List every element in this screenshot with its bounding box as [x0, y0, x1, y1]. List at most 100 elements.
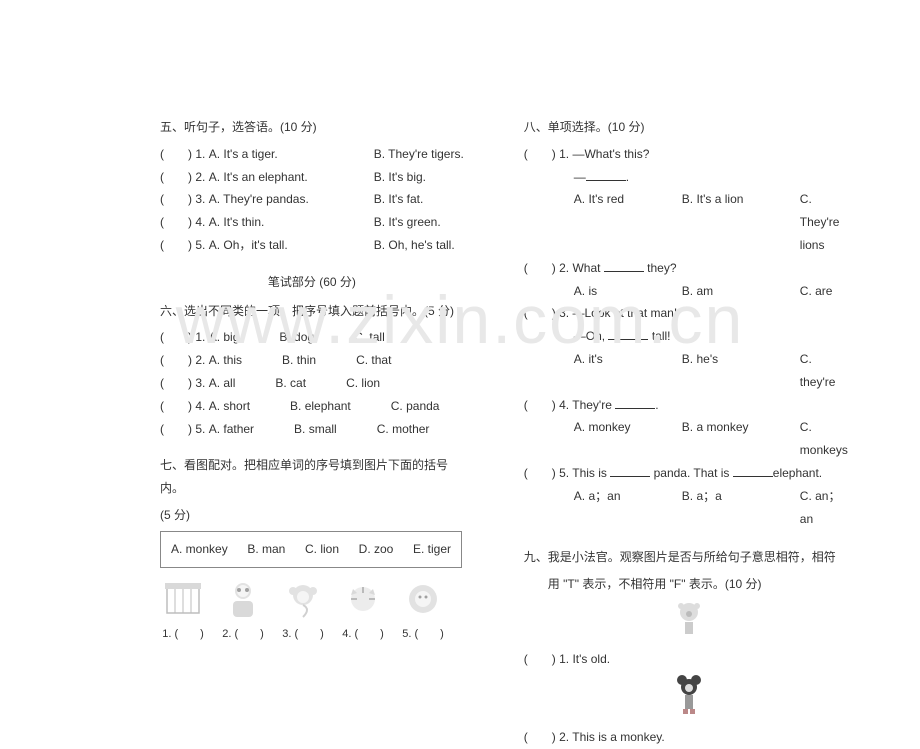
word: B. man	[247, 538, 285, 561]
pic-num: 4. ( )	[340, 624, 386, 645]
pic-num: 2. ( )	[220, 624, 266, 645]
zoo-icon	[160, 576, 206, 622]
word: E. tiger	[413, 538, 451, 561]
sec9-q2: ( ) 2. This is a monkey.	[524, 726, 848, 749]
line: —Oh,	[574, 329, 609, 343]
q-opt-b: B. Oh, he's tall.	[374, 234, 455, 257]
ans: B. It's a lion	[682, 188, 772, 256]
opt: B. small	[294, 418, 337, 441]
sec9-sub: 用 "T" 表示，不相符用 "F" 表示。(10 分)	[524, 573, 848, 596]
ans: B. a monkey	[682, 416, 772, 462]
tiger-icon	[340, 576, 386, 622]
sec9-q1: ( ) 1. It's old.	[524, 648, 848, 671]
q-opt-a: A. Oh，it's tall.	[209, 234, 374, 257]
ans: B. he's	[682, 348, 772, 394]
q-tail: they?	[644, 261, 677, 275]
right-column: 八、单项选择。(10 分) ( ) 1. —What's this? —. A.…	[524, 110, 848, 749]
sec7-sub: (5 分)	[160, 504, 464, 527]
word: A. monkey	[171, 538, 228, 561]
blank	[586, 168, 626, 181]
q-head: ( ) 2. What	[524, 261, 604, 275]
q-opt-a: A. It's thin.	[209, 211, 374, 234]
q-head: ( ) 4. They're	[524, 398, 615, 412]
opt: C. panda	[391, 395, 440, 418]
opt: B. dog	[279, 326, 314, 349]
q-opt-b: B. It's green.	[374, 211, 441, 234]
q-opt-a: A. They're pandas.	[209, 188, 374, 211]
q8-1: ( ) 1. —What's this?	[524, 143, 848, 166]
opt: C. that	[356, 349, 391, 372]
opt: B. cat	[275, 372, 306, 395]
blank	[610, 464, 650, 477]
man-icon	[220, 576, 266, 622]
sec5-title: 五、听句子，选答语。(10 分)	[160, 116, 464, 139]
tail: tall!	[648, 329, 670, 343]
ans: A. is	[574, 280, 654, 303]
page: 五、听句子，选答语。(10 分) ( ) 1. A. It's a tiger.…	[0, 0, 920, 749]
q-num: ( ) 5.	[160, 238, 205, 252]
q-opt-a: A. It's a tiger.	[209, 143, 374, 166]
pics-row	[160, 576, 464, 622]
pic-num: 5. ( )	[400, 624, 446, 645]
q-num: ( ) 3.	[160, 192, 205, 206]
q-tail: .	[655, 398, 658, 412]
q-opt-b: B. It's big.	[374, 166, 426, 189]
blank	[604, 259, 644, 272]
q-head: ( ) 5. This is	[524, 466, 610, 480]
ans: B. a；a	[682, 485, 772, 531]
q-num: ( ) 1.	[160, 330, 205, 344]
pic-num: 1. ( )	[160, 624, 206, 645]
ans: A. a；an	[574, 485, 654, 531]
written-part-title: 笔试部分 (60 分)	[160, 271, 464, 294]
ans: C. are	[800, 280, 833, 303]
q8-3: ( ) 3. —Look at that man!	[524, 302, 848, 325]
word-box: A. monkey B. man C. lion D. zoo E. tiger	[160, 531, 462, 568]
q-num: ( ) 2.	[160, 353, 205, 367]
q-mid: panda. That is	[650, 466, 733, 480]
opt: B. thin	[282, 349, 316, 372]
word: C. lion	[305, 538, 339, 561]
ans: A. monkey	[574, 416, 654, 462]
mouse-icon	[673, 675, 705, 723]
q-opt-b: B. They're tigers.	[374, 143, 464, 166]
q-num: ( ) 4.	[160, 399, 205, 413]
q-num: ( ) 3.	[160, 376, 205, 390]
ans: C. They're lions	[800, 188, 848, 256]
q-num: ( ) 2.	[160, 170, 205, 184]
ans: B. am	[682, 280, 772, 303]
sec8-title: 八、单项选择。(10 分)	[524, 116, 848, 139]
sec7-title: 七、看图配对。把相应单词的序号填到图片下面的括号内。	[160, 454, 464, 500]
monkey-icon	[280, 576, 326, 622]
opt: B. elephant	[290, 395, 351, 418]
lion-icon	[400, 576, 446, 622]
q-tail: elephant.	[773, 466, 822, 480]
opt: A. short	[209, 395, 250, 418]
left-column: 五、听句子，选答语。(10 分) ( ) 1. A. It's a tiger.…	[160, 110, 464, 749]
sec9-title: 九、我是小法官。观察图片是否与所给句子意思相符，相符	[524, 546, 848, 569]
q-opt-b: B. It's fat.	[374, 188, 424, 211]
q-opt-a: A. It's an elephant.	[209, 166, 374, 189]
dash: —	[574, 170, 586, 184]
nums-row: 1. ( ) 2. ( ) 3. ( ) 4. ( ) 5. ( )	[160, 624, 464, 645]
ans: C. an；an	[800, 485, 848, 531]
pig-icon	[673, 600, 705, 644]
sec6-title: 六、选出不同类的一项，把序号填入题前括号内。(5 分)	[160, 300, 464, 323]
opt: A. father	[209, 418, 254, 441]
blank	[608, 327, 648, 340]
ans: A. It's red	[574, 188, 654, 256]
q-num: ( ) 1.	[160, 147, 205, 161]
blank	[615, 396, 655, 409]
word: D. zoo	[359, 538, 394, 561]
q-num: ( ) 5.	[160, 422, 205, 436]
pic-num: 3. ( )	[280, 624, 326, 645]
ans: A. it's	[574, 348, 654, 394]
opt: A. all	[209, 372, 236, 395]
opt: C. mother	[377, 418, 430, 441]
ans: C. they're	[800, 348, 848, 394]
ans: C. monkeys	[800, 416, 848, 462]
opt: C. lion	[346, 372, 380, 395]
q-num: ( ) 4.	[160, 215, 205, 229]
opt: A. this	[209, 349, 242, 372]
opt: C. tall	[354, 326, 385, 349]
opt: A. big	[209, 326, 240, 349]
